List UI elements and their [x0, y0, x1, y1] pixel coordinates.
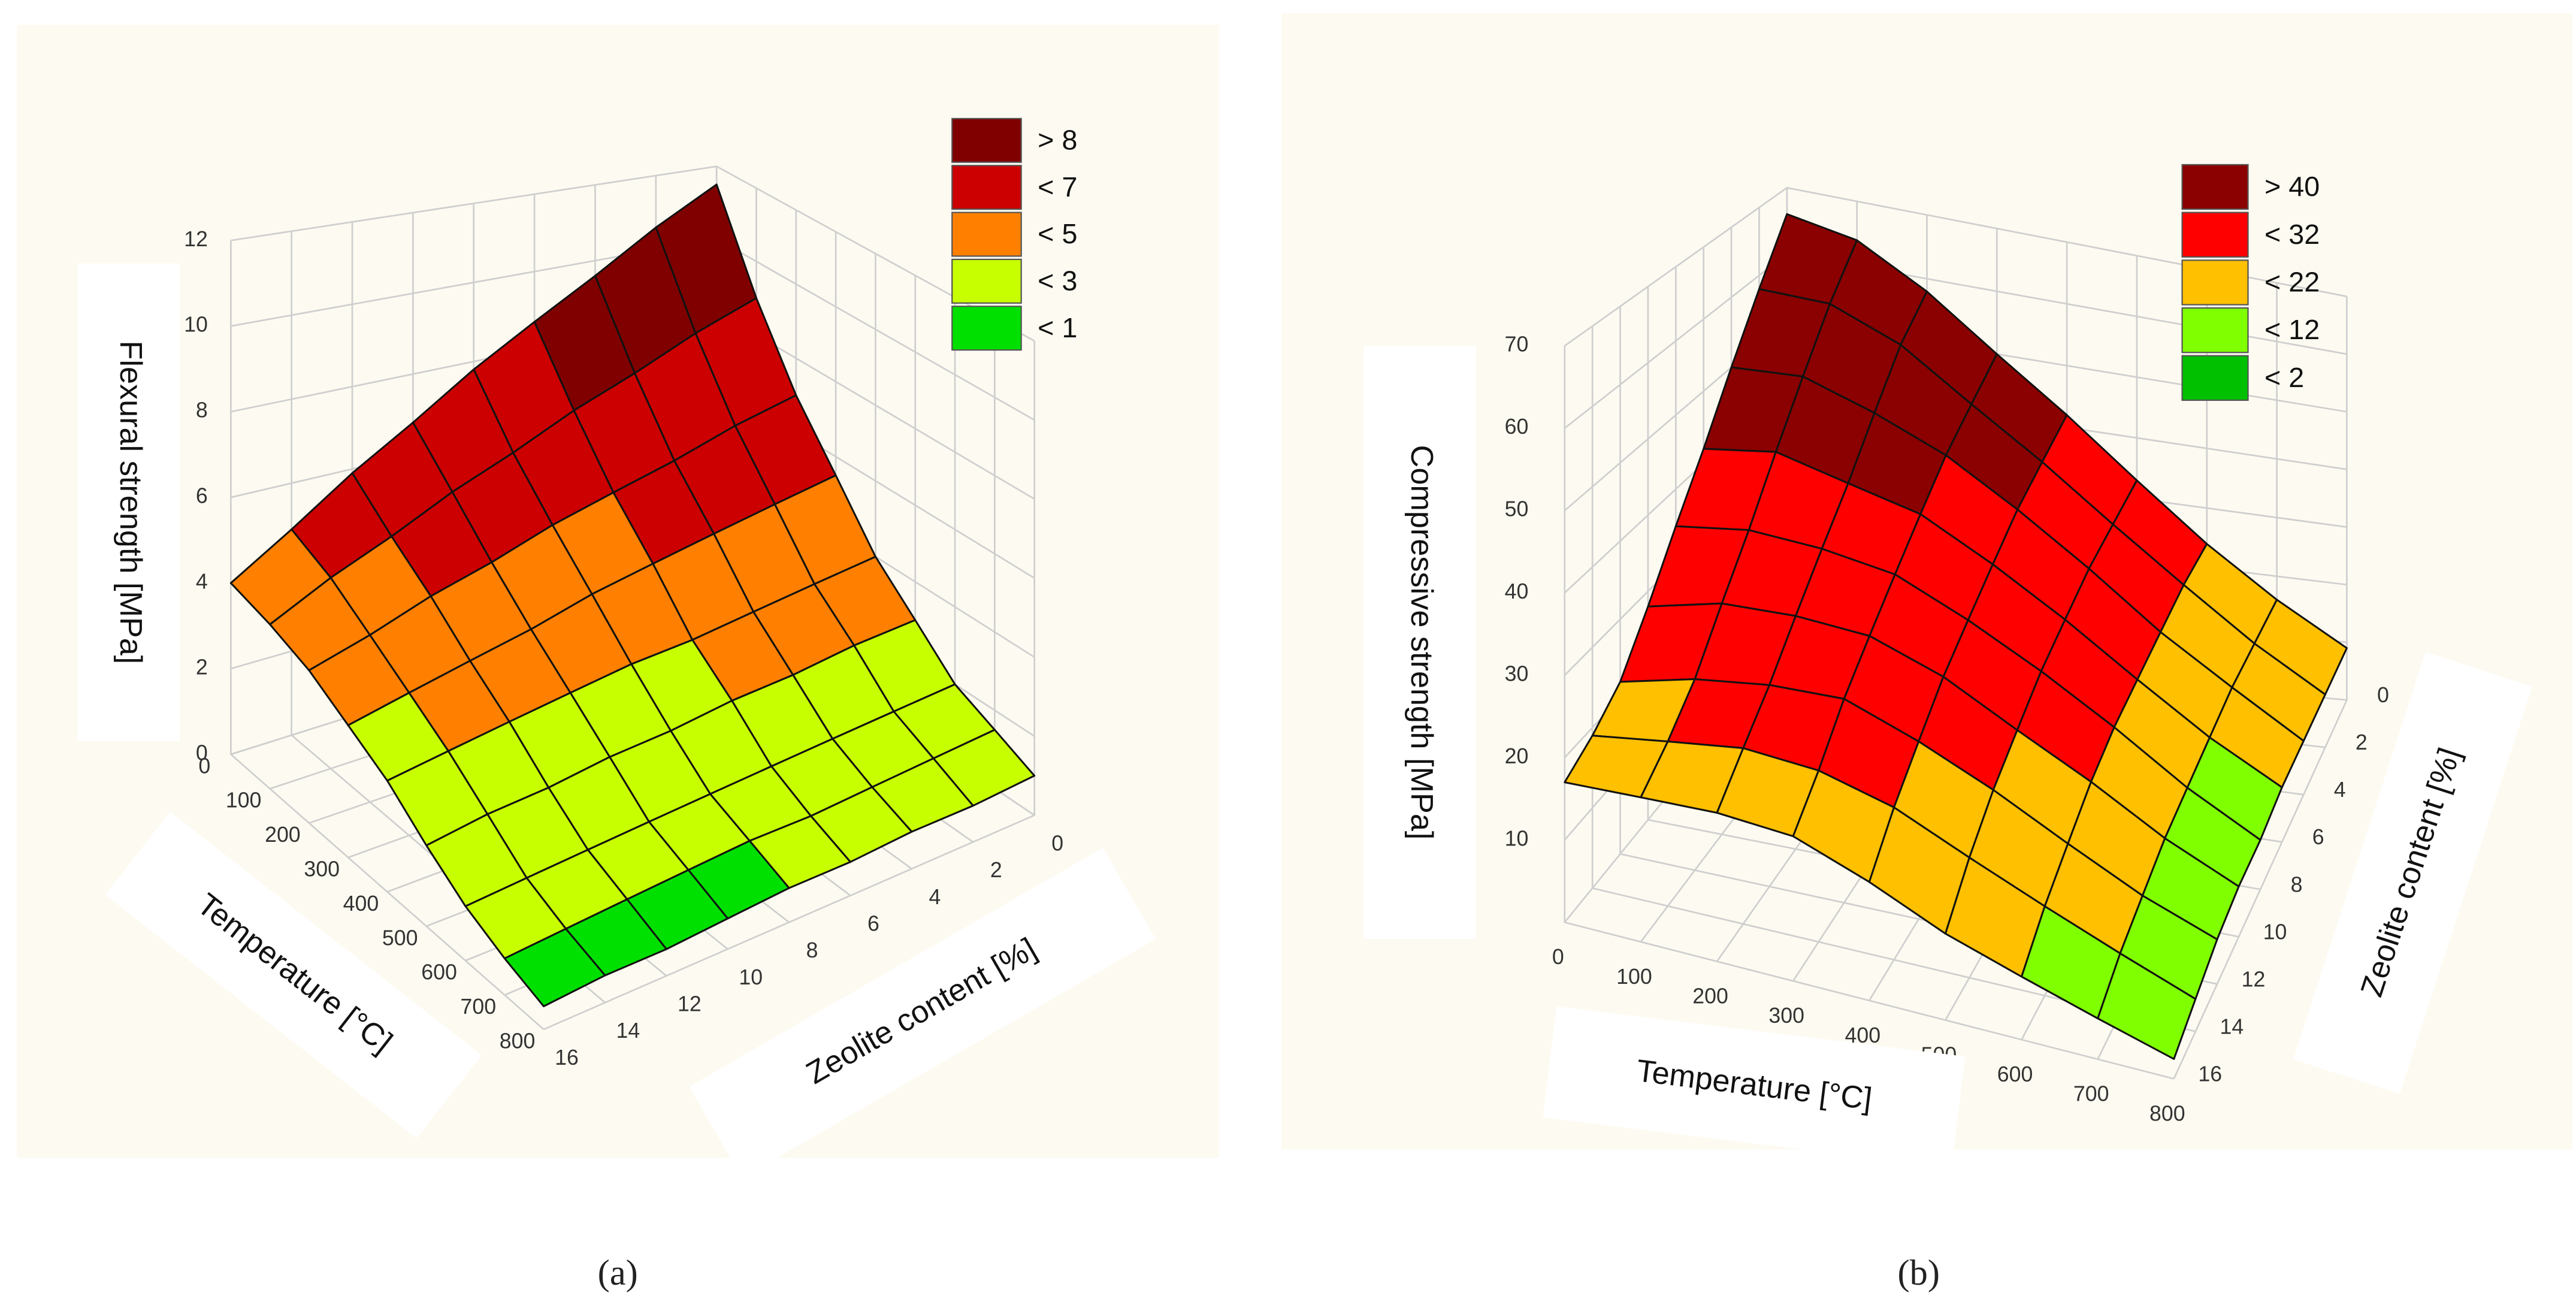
title-box — [105, 811, 482, 1138]
y-tick-label: 14 — [616, 1019, 640, 1043]
x-tick-label: 700 — [461, 995, 497, 1019]
x-tick-label: 500 — [382, 926, 418, 950]
z-tick-label: 10 — [184, 313, 208, 337]
y-tick-label: 8 — [2291, 872, 2303, 896]
surface-cell — [2097, 952, 2197, 1060]
y-tick-label: 2 — [2356, 730, 2368, 754]
y-tick-label: 12 — [678, 992, 702, 1016]
y-tick-label: 14 — [2220, 1014, 2244, 1038]
title-box — [689, 848, 1156, 1178]
y-tick-label: 16 — [2198, 1062, 2222, 1086]
x-tick-label: 300 — [304, 857, 340, 881]
y-tick-label: 0 — [2377, 683, 2389, 707]
z-tick-label: 8 — [196, 398, 208, 422]
legend-swatch — [2181, 164, 2249, 210]
surface-cell — [503, 928, 606, 1007]
z-tick-label: 4 — [196, 569, 208, 593]
legend-label: < 22 — [2264, 267, 2320, 298]
x-axis-title-group: Temperature [°C] — [1543, 1006, 1966, 1168]
x-tick-label: 0 — [198, 754, 210, 778]
caption: (b) — [1898, 1253, 1940, 1293]
z-tick-label: 30 — [1505, 661, 1529, 685]
y-tick-label: 2 — [990, 858, 1002, 882]
y-tick-label: 10 — [739, 965, 763, 989]
y-tick-label: 8 — [806, 938, 818, 962]
legend-label: > 8 — [1038, 124, 1077, 155]
legend-label: < 2 — [2264, 362, 2304, 393]
legend-label: < 5 — [1038, 218, 1077, 249]
title-box — [1363, 346, 1476, 939]
z-tick-label: 0 — [196, 741, 208, 765]
z-axis-title-group: Compressive strength [MPa] — [1363, 346, 1476, 939]
x-tick-label: 700 — [2073, 1082, 2109, 1106]
y-tick-label: 6 — [867, 912, 879, 936]
x-tick-label: 800 — [2149, 1101, 2185, 1125]
x-tick-label: 300 — [1768, 1004, 1804, 1028]
legend-swatch — [2181, 307, 2249, 354]
z-tick-label: 60 — [1505, 415, 1529, 439]
legend-label: > 40 — [2264, 171, 2320, 202]
x-tick-label: 800 — [500, 1029, 536, 1053]
legend-swatch — [2181, 259, 2249, 306]
x-tick-label: 100 — [226, 789, 262, 812]
y-tick-label: 0 — [1051, 832, 1063, 856]
y-tick-label: 10 — [2263, 920, 2287, 944]
z-axis-title-group: Flexural strength [MPa] — [77, 263, 180, 741]
z-tick-label: 40 — [1505, 579, 1529, 603]
x-tick-label: 200 — [1692, 984, 1728, 1008]
z-tick-label: 12 — [184, 227, 208, 251]
legend-label: < 32 — [2264, 219, 2320, 250]
x-tick-label: 400 — [343, 892, 379, 916]
y-tick-label: 12 — [2242, 967, 2266, 991]
z-tick-label: 10 — [1505, 826, 1529, 850]
legend-label: < 3 — [1038, 265, 1077, 296]
grid-line — [1564, 346, 2175, 1080]
y-tick-label: 6 — [2312, 825, 2324, 849]
legend-label: < 12 — [2264, 314, 2320, 345]
legend-label: < 1 — [1038, 312, 1077, 343]
legend-swatch — [951, 117, 1022, 163]
grid-line — [1591, 326, 2196, 1032]
x-tick-label: 0 — [1552, 945, 1564, 969]
legend-swatch — [951, 258, 1022, 304]
y-tick-label: 4 — [2334, 778, 2346, 802]
title-box — [1543, 1006, 1966, 1168]
z-axis-title: Flexural strength [MPa] — [113, 340, 148, 664]
legend-swatch — [2181, 212, 2249, 258]
title-box — [77, 263, 180, 741]
caption: (a) — [598, 1253, 638, 1293]
z-axis-title: Compressive strength [MPa] — [1404, 445, 1439, 840]
x-tick-label: 200 — [265, 823, 301, 847]
legend-swatch — [951, 306, 1022, 351]
z-tick-label: 2 — [196, 655, 208, 679]
y-tick-label: 4 — [929, 885, 941, 909]
x-tick-label: 600 — [1997, 1062, 2033, 1086]
legend-swatch — [2181, 355, 2249, 401]
surface-plot: 1020304050607001002003004005006007008000… — [1363, 164, 2532, 1293]
legend-swatch — [951, 165, 1022, 210]
title-box — [2293, 652, 2532, 1094]
x-tick-label: 100 — [1616, 965, 1652, 989]
x-tick-label: 600 — [421, 960, 457, 984]
y-tick-label: 16 — [555, 1046, 579, 1070]
z-tick-label: 6 — [196, 484, 208, 508]
z-tick-label: 20 — [1505, 744, 1529, 768]
legend-swatch — [951, 212, 1022, 257]
grid-line — [229, 240, 545, 1030]
z-tick-label: 50 — [1505, 497, 1529, 521]
legend-label: < 7 — [1038, 171, 1077, 203]
z-tick-label: 70 — [1505, 333, 1529, 357]
